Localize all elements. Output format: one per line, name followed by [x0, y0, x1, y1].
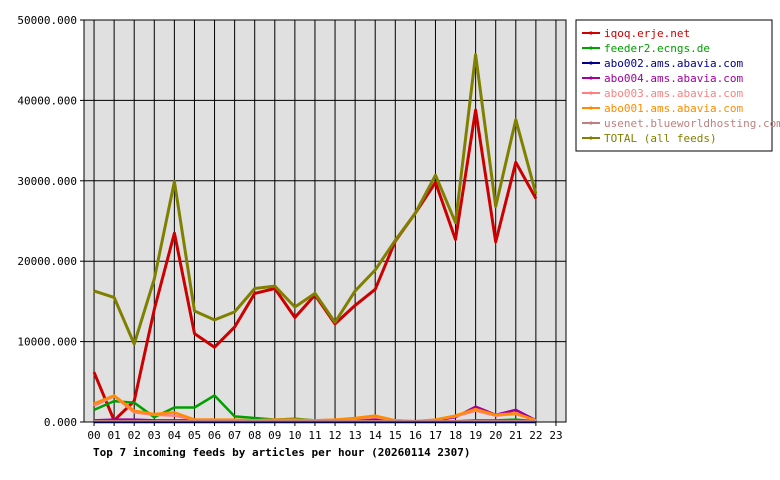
- legend-marker: [589, 91, 593, 95]
- legend-label: abo002.ams.abavia.com: [604, 57, 743, 70]
- horizontal-gridlines: [84, 99, 566, 343]
- x-tick-label: 04: [168, 429, 182, 442]
- x-axis-tick-labels: 00 01 02 03 04 05 06 07 08 09 10 11 12 13 14 15 16 17 18 19…: [87, 422, 563, 442]
- chart-title: Top 7 incoming feeds by articles per hou…: [93, 446, 471, 459]
- x-tick-label: 20: [489, 429, 502, 442]
- x-tick-label: 09: [268, 429, 281, 442]
- x-tick-label: 16: [409, 429, 422, 442]
- x-tick-label: 13: [349, 429, 362, 442]
- legend-marker: [589, 31, 593, 35]
- x-tick-label: 15: [389, 429, 402, 442]
- y-tick-label: 30000.000: [17, 175, 77, 188]
- x-tick-label: 02: [128, 429, 141, 442]
- x-tick-label: 23: [549, 429, 562, 442]
- x-tick-label: 18: [449, 429, 462, 442]
- plot-border: [83, 19, 567, 423]
- x-tick-label: 06: [208, 429, 221, 442]
- legend-marker: [589, 136, 593, 140]
- x-tick-label: 21: [509, 429, 522, 442]
- legend-label: feeder2.ecngs.de: [604, 42, 710, 55]
- legend-marker: [589, 61, 593, 65]
- legend-label: abo001.ams.abavia.com: [604, 102, 743, 115]
- x-tick-label: 10: [288, 429, 301, 442]
- x-tick-label: 07: [228, 429, 241, 442]
- legend-box: [575, 19, 773, 152]
- x-tick-label: 14: [369, 429, 383, 442]
- legend-label: abo004.ams.abavia.com: [604, 72, 743, 85]
- legend-label: usenet.blueworldhosting.com: [604, 117, 780, 130]
- y-tick-label: 20000.000: [17, 255, 77, 268]
- legend-label: iqoq.erje.net: [604, 27, 690, 40]
- vertical-gridlines: [93, 20, 557, 422]
- y-tick-label: 40000.000: [17, 94, 77, 107]
- x-tick-label: 05: [188, 429, 201, 442]
- y-tick-label: 10000.000: [17, 336, 77, 349]
- legend-marker: [589, 121, 593, 125]
- x-tick-label: 12: [328, 429, 341, 442]
- x-tick-label: 03: [148, 429, 161, 442]
- plot-area: [84, 20, 566, 422]
- y-tick-label: 0.000: [44, 416, 77, 429]
- legend-label: TOTAL (all feeds): [604, 132, 717, 145]
- legend-marker: [589, 106, 593, 110]
- series-line-8: [93, 53, 538, 346]
- x-tick-label: 11: [308, 429, 321, 442]
- x-tick-label: 01: [108, 429, 121, 442]
- x-tick-label: 19: [469, 429, 482, 442]
- legend-marker: [589, 76, 593, 80]
- legend: iqoq.erje.net feeder2.ecngs.de abo002.ams.…: [575, 19, 780, 152]
- legend-label: abo003.ams.abavia.com: [604, 87, 743, 100]
- y-tick-label: 50000.000: [17, 14, 77, 27]
- x-tick-label: 17: [429, 429, 442, 442]
- x-tick-label: 00: [87, 429, 100, 442]
- y-axis-tick-labels: 0.000 10000.000 20000.000 30000.000 40000.00…: [17, 14, 84, 429]
- legend-marker: [589, 46, 593, 50]
- x-tick-label: 08: [248, 429, 261, 442]
- x-tick-label: 22: [529, 429, 542, 442]
